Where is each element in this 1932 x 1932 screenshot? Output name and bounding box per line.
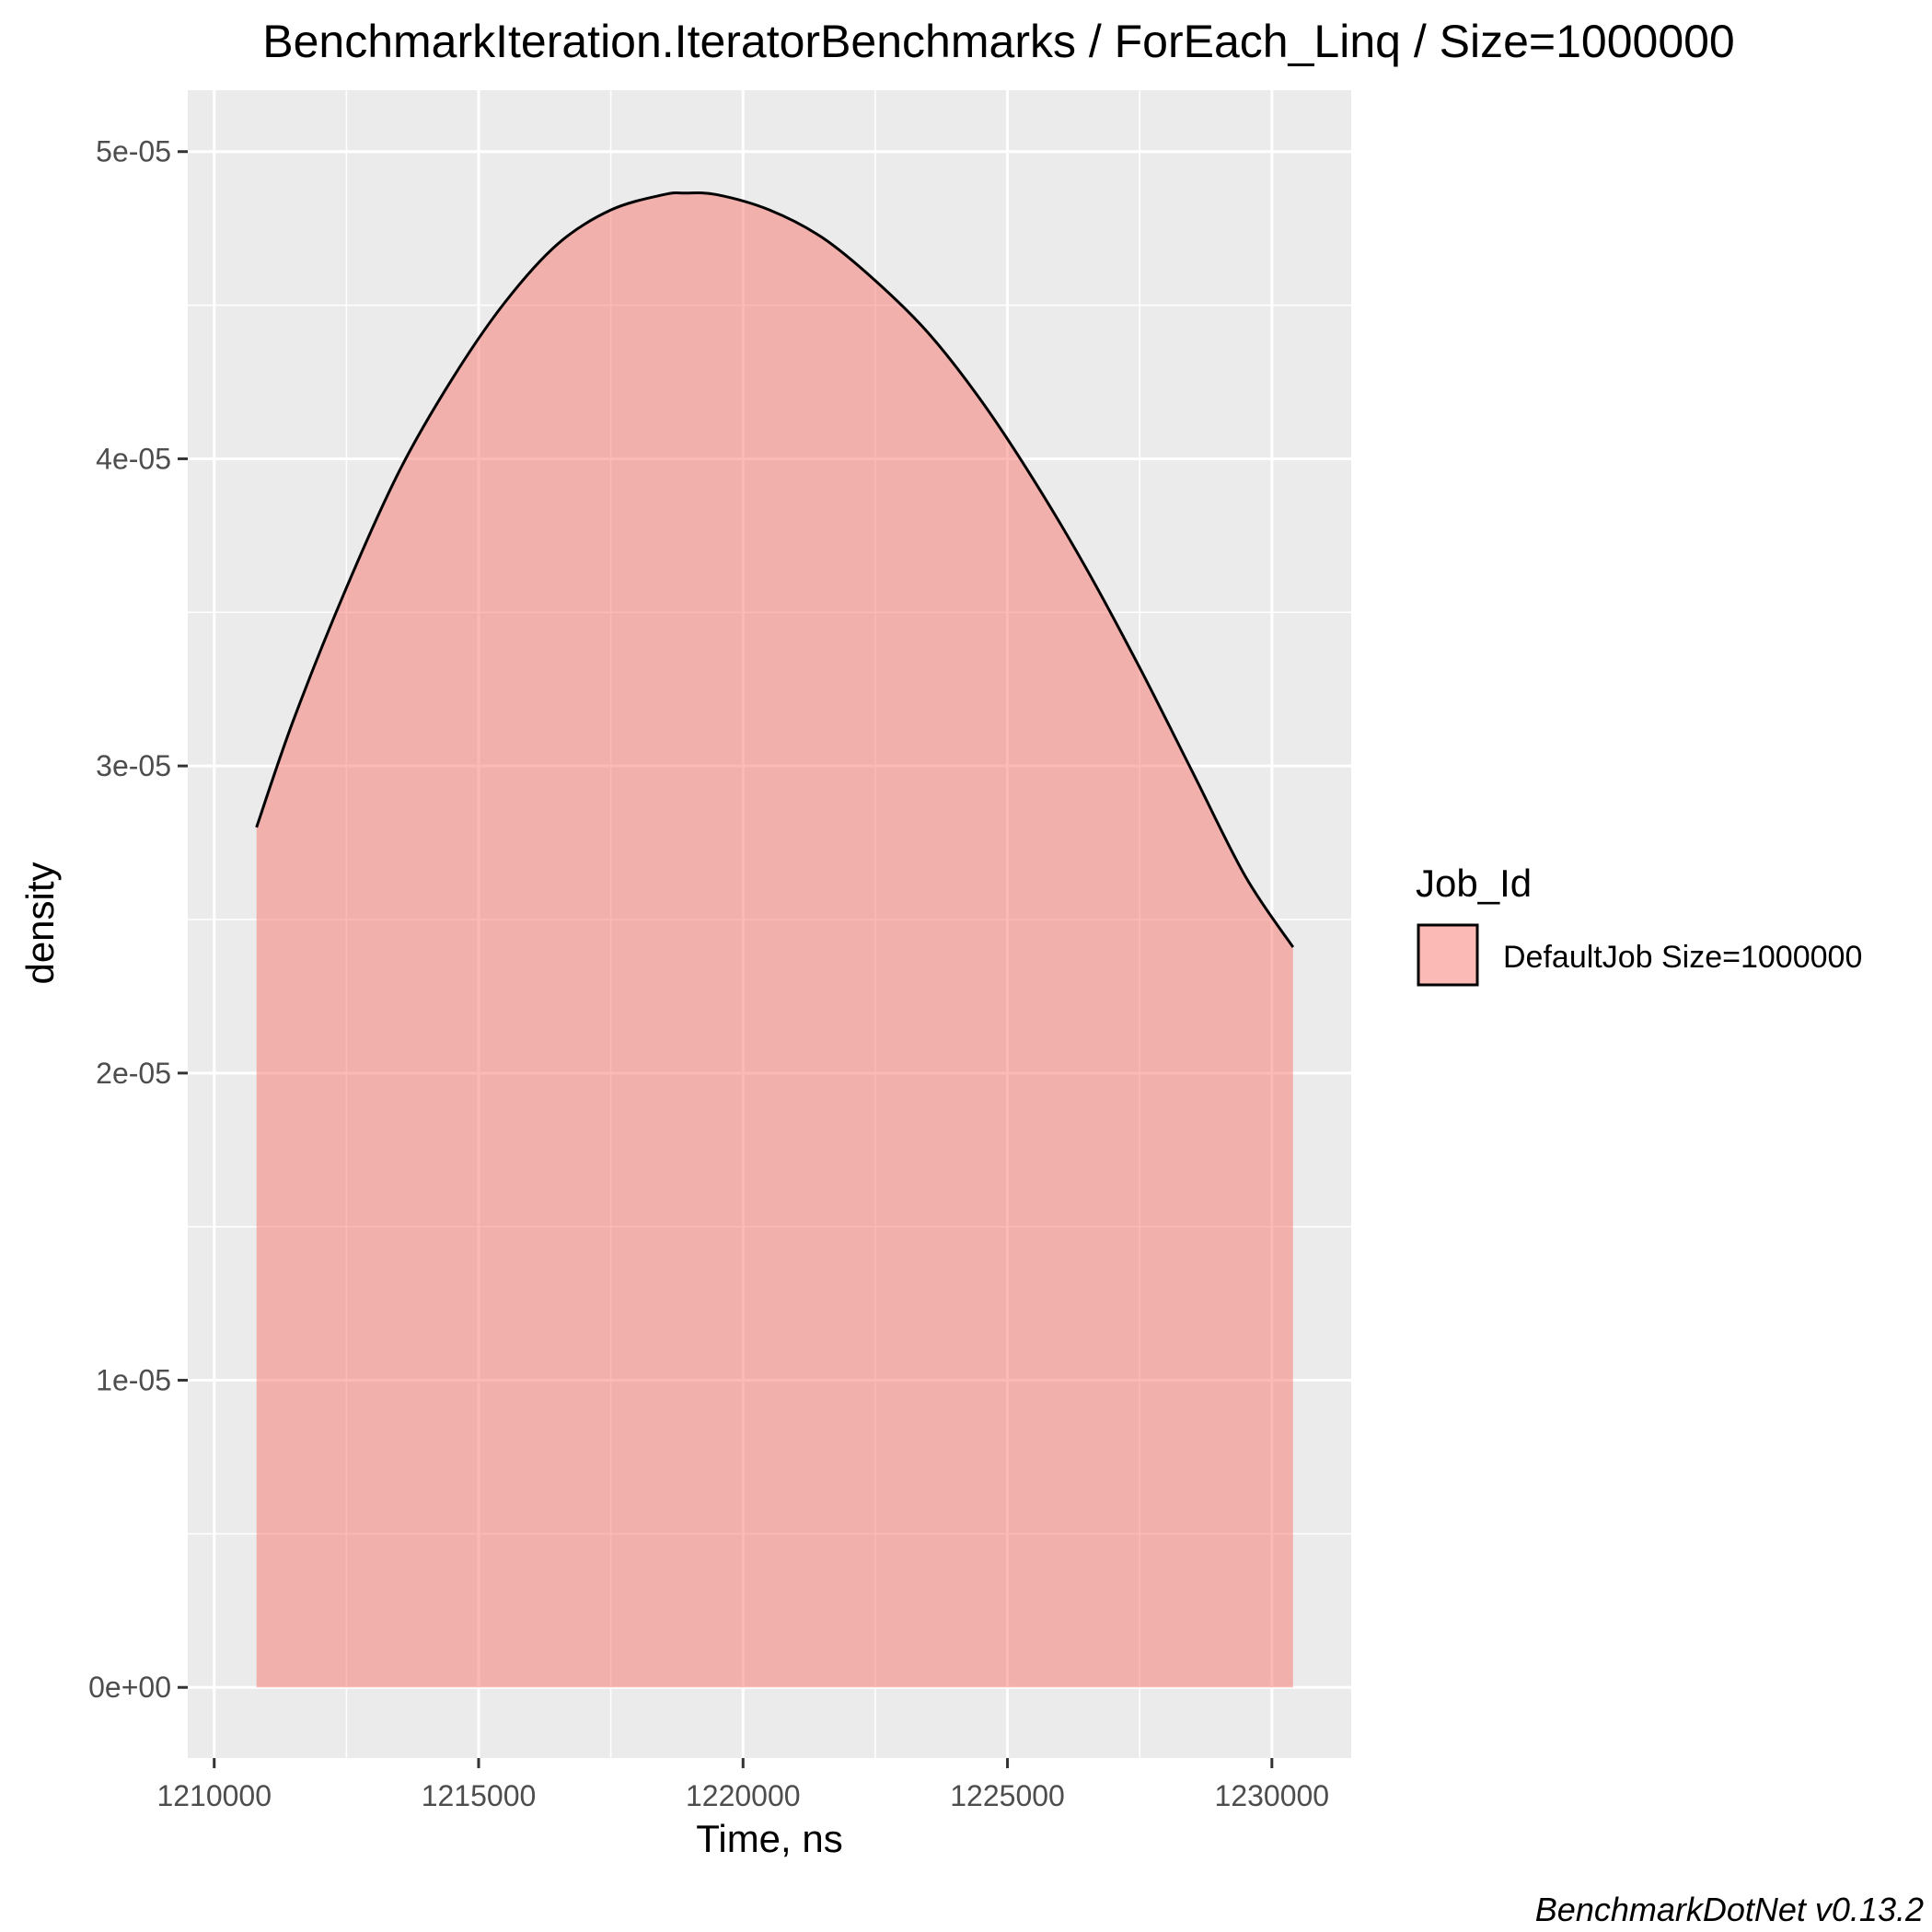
density-area-layer bbox=[255, 191, 1295, 1688]
x-tick-label: 1230000 bbox=[1215, 1779, 1330, 1812]
chart-title: BenchmarkIteration.IteratorBenchmarks / … bbox=[262, 16, 1735, 67]
y-tick-label: 2e-05 bbox=[96, 1057, 171, 1090]
y-tick-labels: 0e+00 1e-05 2e-05 3e-05 4e-05 5e-05 bbox=[88, 135, 171, 1705]
y-tick-label: 0e+00 bbox=[88, 1671, 171, 1704]
y-tick-label: 4e-05 bbox=[96, 442, 171, 475]
y-tick-label: 5e-05 bbox=[96, 135, 171, 168]
caption: BenchmarkDotNet v0.13.2 bbox=[1535, 1891, 1924, 1928]
x-tick-label: 1225000 bbox=[950, 1779, 1065, 1812]
y-tick-label: 3e-05 bbox=[96, 749, 171, 782]
x-tick-label: 1210000 bbox=[156, 1779, 272, 1812]
x-axis-title: Time, ns bbox=[696, 1817, 842, 1860]
x-tick-label: 1215000 bbox=[422, 1779, 537, 1812]
axis-ticks bbox=[178, 150, 1274, 1768]
legend-key-defaultjob bbox=[1417, 923, 1479, 987]
legend: Job_Id DefaultJob Size=1000000 bbox=[1416, 862, 1862, 987]
x-tick-label: 1220000 bbox=[686, 1779, 801, 1812]
y-tick-label: 1e-05 bbox=[96, 1364, 171, 1397]
density-curve bbox=[255, 191, 1295, 948]
y-axis-title: density bbox=[18, 862, 62, 984]
legend-title: Job_Id bbox=[1416, 862, 1532, 905]
x-tick-labels: 1210000 1215000 1220000 1225000 1230000 bbox=[156, 1779, 1329, 1812]
density-area bbox=[256, 192, 1293, 1688]
legend-label-defaultjob: DefaultJob Size=1000000 bbox=[1503, 940, 1862, 975]
